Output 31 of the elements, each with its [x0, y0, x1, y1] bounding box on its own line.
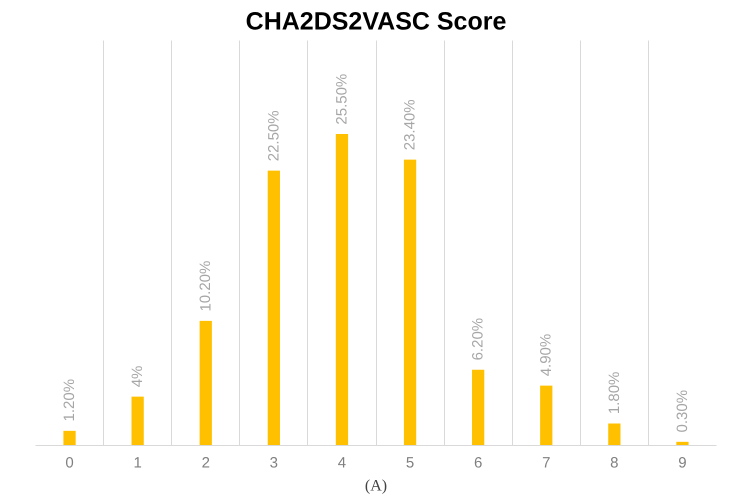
- data-label: 4.90%: [538, 334, 555, 376]
- x-tick-label: 0: [65, 454, 74, 472]
- bar: [608, 424, 620, 446]
- bar: [63, 430, 76, 446]
- data-label: 6.20%: [470, 318, 487, 360]
- x-tick-label: 8: [610, 454, 619, 472]
- bar: [404, 160, 416, 446]
- data-label: 25.50%: [333, 74, 350, 125]
- data-label: 4%: [129, 366, 146, 388]
- bar: [132, 396, 144, 446]
- x-tick-label: 7: [542, 454, 550, 472]
- x-tick-label: 2: [202, 454, 210, 472]
- x-tick-label: 5: [406, 454, 414, 472]
- data-label: 1.80%: [606, 372, 623, 414]
- data-label: 1.20%: [61, 378, 78, 422]
- bar: [336, 134, 348, 446]
- bar: [472, 370, 484, 446]
- data-label: 23.40%: [402, 99, 419, 150]
- chart-title: CHA2DS2VASC Score: [246, 8, 506, 36]
- x-tick-label: 6: [474, 454, 482, 472]
- x-tick-label: 4: [338, 454, 346, 472]
- x-tick-label: 1: [133, 454, 142, 472]
- bar: [540, 386, 552, 446]
- data-label: 22.50%: [265, 110, 282, 162]
- x-tick-label: 9: [678, 454, 687, 472]
- x-tick-label: 3: [270, 454, 278, 472]
- data-label: 10.20%: [197, 260, 214, 312]
- data-label: 0.30%: [674, 390, 691, 432]
- bar: [200, 320, 212, 446]
- bar: [268, 170, 280, 446]
- text: (A): [364, 478, 388, 494]
